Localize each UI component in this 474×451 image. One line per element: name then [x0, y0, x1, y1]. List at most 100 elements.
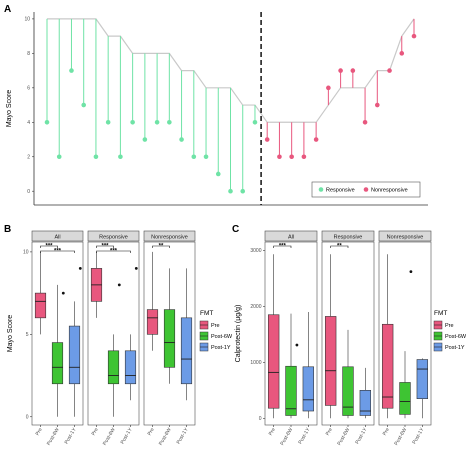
box-iqr: [51, 342, 64, 385]
panel-a-lollipop-chart: 0 2 4 6 8 10 Mayo Score Responsive Nonresponsive: [6, 12, 428, 206]
outlier-point: [117, 283, 121, 287]
legend-b: FMT Pre Post-6W Post-1Y: [199, 310, 233, 352]
boxplot-post-6w: [107, 283, 121, 417]
facet-strip: [143, 230, 196, 242]
legend-entry-label: Post-6W: [211, 334, 233, 340]
y-axis-title: Mayo Score: [6, 90, 13, 127]
x-tick-label: Post-1Y: [297, 426, 311, 445]
box-iqr: [342, 366, 354, 416]
legend-title: FMT: [200, 310, 213, 317]
facet-nonresponsive: Nonresponsive Pre Post-6W Post-1Y: [378, 230, 432, 447]
box-iqr: [302, 366, 315, 412]
lollipop-point: [240, 188, 246, 194]
x-tick-label: Post-1Y: [176, 426, 190, 445]
lollipop-point: [375, 102, 380, 108]
panel-label-b: B: [4, 224, 11, 235]
facet-strip: [378, 230, 432, 242]
boxplot-post-1y: [68, 266, 82, 417]
lollipop-point: [93, 154, 99, 160]
panel-label-c: C: [232, 224, 239, 235]
lollipop-point: [215, 171, 221, 177]
boxplot-post-1y: [359, 367, 372, 419]
x-tick-label: Post-6W: [46, 427, 61, 447]
lollipop-point: [154, 119, 160, 125]
legend-label-nonresponsive: Nonresponsive: [371, 188, 408, 194]
y-tick-label: 1000: [250, 360, 261, 366]
lollipop-point: [142, 137, 148, 142]
lollipop-point: [105, 119, 111, 125]
y-axis-title: Mayo Score: [7, 315, 14, 352]
boxplot-post-6w: [163, 268, 176, 384]
x-tick-label: Pre: [382, 427, 391, 437]
lollipop-point: [399, 51, 405, 56]
facet-responsive: Responsive Pre Post-6W Post-1Y **: [321, 230, 375, 447]
lollipop-point: [350, 68, 356, 73]
facet-strip-label: Responsive: [334, 235, 363, 241]
facet-strip-label: Nonresponsive: [151, 235, 188, 241]
outlier-point: [295, 343, 299, 347]
y-tick-label: 10: [24, 17, 30, 23]
lollipop-point: [44, 119, 50, 125]
box-iqr: [381, 323, 394, 409]
x-tick-label: Post-6W: [102, 427, 117, 447]
legend-entry-label: Post-1Y: [445, 345, 465, 351]
boxplot-post-6w: [51, 284, 65, 417]
box-iqr: [324, 316, 337, 406]
y-tick-label: 0: [26, 415, 29, 421]
facet-strip: [321, 230, 375, 242]
legend-entry-label: Pre: [211, 323, 220, 329]
boxplot-pre: [267, 254, 280, 419]
y-tick-label: 2000: [250, 304, 261, 310]
x-tick-label: Post-6W: [393, 427, 408, 447]
box-iqr: [180, 317, 193, 385]
significance-label: ***: [54, 249, 62, 255]
lollipop-point: [203, 154, 209, 160]
facet-strip: [87, 230, 140, 242]
legend-label-responsive: Responsive: [326, 188, 355, 194]
lollipop-point: [56, 154, 62, 160]
lollipop-point: [228, 188, 233, 194]
outlier-point: [409, 270, 413, 274]
y-tick-label: 3000: [250, 248, 261, 254]
lollipop-point: [264, 137, 270, 142]
x-tick-label: Post-6W: [279, 427, 294, 447]
boxplot-pre: [146, 251, 159, 351]
lollipop-point: [179, 137, 184, 142]
significance-label: **: [159, 244, 164, 250]
x-tick-label: Pre: [35, 427, 44, 437]
facet-strip-label: Nonresponsive: [387, 235, 424, 241]
boxplot-pre: [34, 251, 47, 335]
y-tick-label: 10: [23, 250, 29, 256]
legend-entry-label: Pre: [445, 323, 454, 329]
boxplot-post-6w: [285, 313, 299, 419]
lollipop-point: [81, 102, 86, 108]
panel-label-a: A: [4, 4, 11, 15]
y-tick-label: 4: [27, 120, 30, 126]
legend-c: FMT Pre Post-6W Post-1Y: [433, 310, 467, 352]
facet-all: All Pre Post-6W Post-1Y ***: [264, 230, 318, 447]
facet-all: All Pre Post-6W Post-1Y ******: [31, 230, 84, 447]
x-tick-label: Post-1Y: [120, 426, 134, 445]
boxplot-pre: [381, 254, 394, 419]
lollipop-point: [387, 68, 392, 73]
boxplot-post-6w: [342, 329, 354, 419]
significance-bracket: [40, 250, 75, 253]
lollipop-point: [69, 68, 74, 73]
significance-bracket: [330, 245, 349, 248]
lollipop-point: [277, 154, 282, 160]
lollipop-point: [411, 33, 417, 39]
lollipop-point: [301, 154, 307, 160]
legend-title: FMT: [434, 310, 447, 317]
boxplot-pre: [324, 254, 337, 419]
box-iqr: [399, 382, 411, 415]
box-iqr: [359, 390, 372, 416]
boxplot-post-1y: [124, 266, 138, 401]
x-tick-label: Pre: [147, 427, 156, 437]
facet-responsive: Responsive Pre Post-6W Post-1Y ******: [87, 230, 140, 447]
lollipop-point: [252, 119, 258, 125]
box-iqr: [34, 292, 47, 319]
facet-strip: [31, 230, 84, 242]
x-tick-label: Pre: [268, 427, 277, 437]
y-axis-title: Calprotectin (μg/g): [235, 305, 242, 363]
significance-label: **: [337, 244, 342, 250]
